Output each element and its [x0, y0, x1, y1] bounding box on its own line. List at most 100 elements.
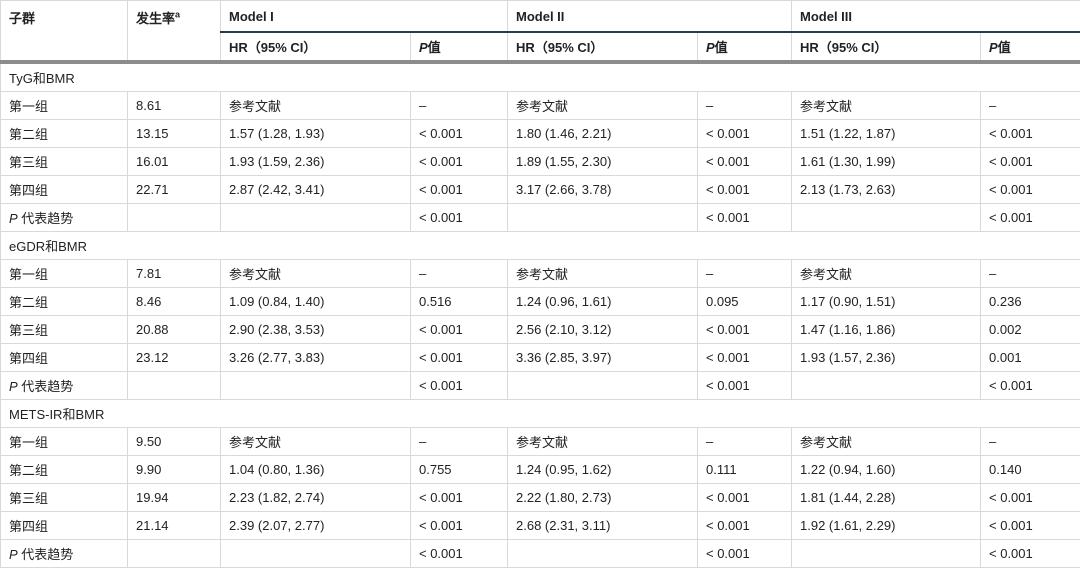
p-cell: – [981, 92, 1080, 120]
section-row: TyG和BMR [1, 62, 1080, 92]
hr-cell: 2.87 (2.42, 3.41) [221, 176, 411, 204]
hr-cell [221, 540, 411, 568]
hr-cell: 2.56 (2.10, 3.12) [508, 316, 698, 344]
p-cell: 0.002 [981, 316, 1080, 344]
p-cell: – [411, 428, 508, 456]
group-cell: 第二组 [1, 120, 128, 148]
p-cell: 0.001 [981, 344, 1080, 372]
p-cell: < 0.001 [411, 148, 508, 176]
incidence-cell: 21.14 [128, 512, 221, 540]
incidence-cell: 7.81 [128, 260, 221, 288]
hr-cell: 1.89 (1.55, 2.30) [508, 148, 698, 176]
p-cell: – [411, 92, 508, 120]
header-row-models: 子群 发生率a Model I Model II Model III [1, 1, 1080, 33]
p-cell: < 0.001 [698, 484, 792, 512]
hr-cell: 1.81 (1.44, 2.28) [792, 484, 981, 512]
p-cell: < 0.001 [698, 176, 792, 204]
table-row: P 代表趋势 < 0.001 < 0.001 < 0.001 [1, 540, 1080, 568]
hr-cell: 参考文献 [508, 92, 698, 120]
hr-cell [508, 204, 698, 232]
incidence-cell: 16.01 [128, 148, 221, 176]
p-cell: < 0.001 [411, 344, 508, 372]
hr-cell: 1.61 (1.30, 1.99) [792, 148, 981, 176]
section-title: TyG和BMR [1, 62, 1080, 92]
p-header: P值 [981, 32, 1080, 62]
p-cell: < 0.001 [411, 176, 508, 204]
p-header: P值 [411, 32, 508, 62]
p-cell: < 0.001 [411, 316, 508, 344]
hr-header: HR（95% CI） [792, 32, 981, 62]
p-cell: 0.111 [698, 456, 792, 484]
group-cell: 第三组 [1, 484, 128, 512]
group-cell: 第四组 [1, 344, 128, 372]
hr-cell: 参考文献 [221, 428, 411, 456]
hr-cell: 1.22 (0.94, 1.60) [792, 456, 981, 484]
group-cell: 第三组 [1, 316, 128, 344]
incidence-cell: 8.46 [128, 288, 221, 316]
group-cell: 第一组 [1, 260, 128, 288]
hr-cell: 2.13 (1.73, 2.63) [792, 176, 981, 204]
incidence-cell [128, 540, 221, 568]
hr-cell: 1.47 (1.16, 1.86) [792, 316, 981, 344]
hr-cell: 参考文献 [792, 428, 981, 456]
p-cell: < 0.001 [698, 120, 792, 148]
hr-cell: 3.26 (2.77, 3.83) [221, 344, 411, 372]
hr-cell [792, 204, 981, 232]
p-cell: < 0.001 [981, 484, 1080, 512]
hr-cell [221, 204, 411, 232]
p-cell: – [698, 428, 792, 456]
hr-cell: 1.24 (0.95, 1.62) [508, 456, 698, 484]
p-cell: – [698, 260, 792, 288]
p-header: P值 [698, 32, 792, 62]
incidence-cell: 13.15 [128, 120, 221, 148]
p-cell: < 0.001 [698, 540, 792, 568]
incidence-cell: 23.12 [128, 344, 221, 372]
p-cell: < 0.001 [411, 540, 508, 568]
p-cell: < 0.001 [981, 120, 1080, 148]
group-cell: P 代表趋势 [1, 540, 128, 568]
p-cell: < 0.001 [981, 540, 1080, 568]
p-cell: 0.755 [411, 456, 508, 484]
p-cell: 0.140 [981, 456, 1080, 484]
p-cell: < 0.001 [981, 512, 1080, 540]
p-cell: < 0.001 [411, 512, 508, 540]
group-cell: 第二组 [1, 456, 128, 484]
p-cell: < 0.001 [698, 512, 792, 540]
section-row: eGDR和BMR [1, 232, 1080, 260]
group-cell: 第四组 [1, 176, 128, 204]
group-cell: 第四组 [1, 512, 128, 540]
hr-cell: 参考文献 [792, 92, 981, 120]
section-title: eGDR和BMR [1, 232, 1080, 260]
model-1-header: Model I [221, 1, 508, 33]
hr-cell: 3.17 (2.66, 3.78) [508, 176, 698, 204]
incidence-cell: 22.71 [128, 176, 221, 204]
hr-cell: 2.23 (1.82, 2.74) [221, 484, 411, 512]
p-cell: < 0.001 [698, 148, 792, 176]
incidence-cell: 9.50 [128, 428, 221, 456]
hr-cell: 2.22 (1.80, 2.73) [508, 484, 698, 512]
p-cell: – [411, 260, 508, 288]
section-row: METS-IR和BMR [1, 400, 1080, 428]
hr-cell: 1.92 (1.61, 2.29) [792, 512, 981, 540]
incidence-cell [128, 204, 221, 232]
group-cell: 第二组 [1, 288, 128, 316]
hr-cell [508, 540, 698, 568]
incidence-header: 发生率a [128, 1, 221, 63]
p-cell: < 0.001 [981, 176, 1080, 204]
p-cell: < 0.001 [698, 204, 792, 232]
hr-cell [508, 372, 698, 400]
hr-cell: 1.09 (0.84, 1.40) [221, 288, 411, 316]
hr-cell [792, 372, 981, 400]
